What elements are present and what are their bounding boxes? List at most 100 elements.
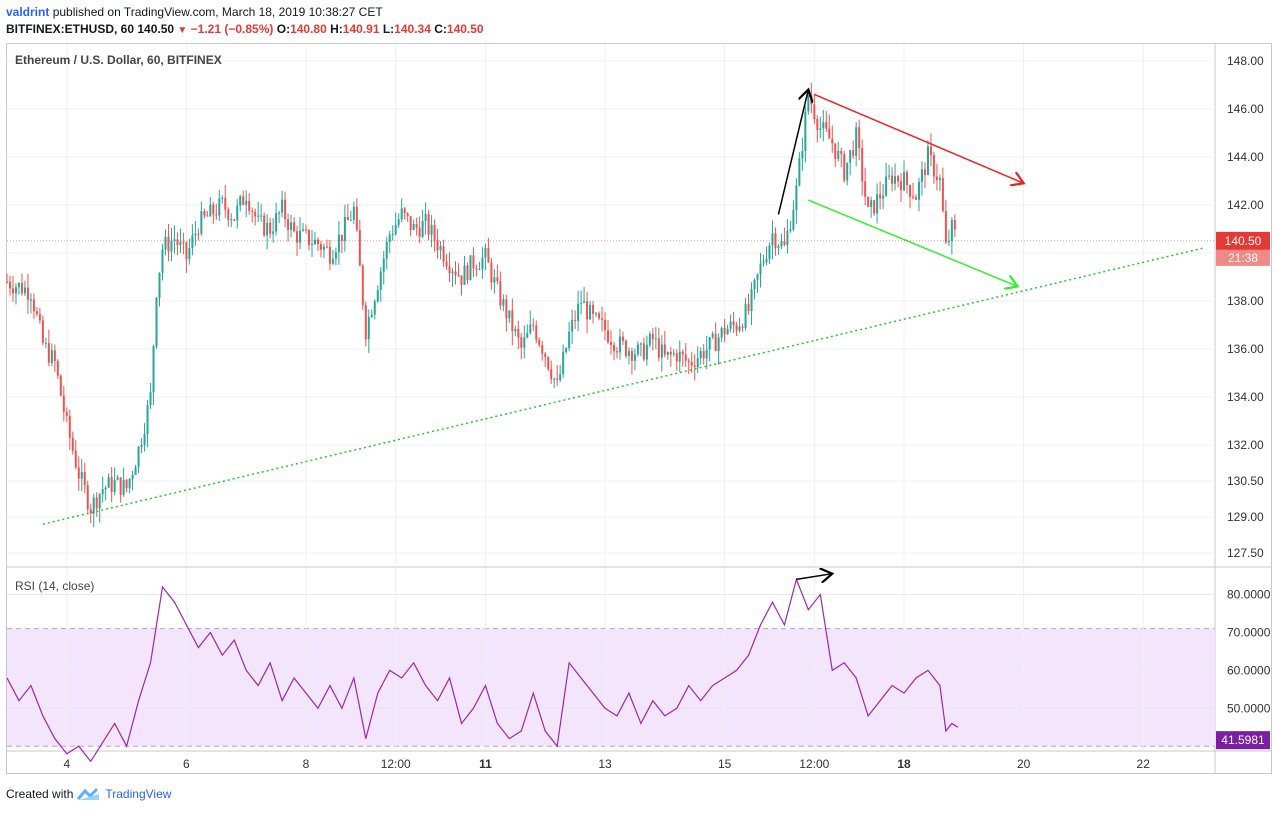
candle-body [834,143,837,159]
candle-body [379,271,382,291]
candle-body [903,172,906,191]
candle-body [935,176,938,180]
candle-body [496,277,499,282]
candle-body [107,477,110,488]
candle-body [203,211,206,216]
candle-body [726,328,729,335]
candle-body [340,234,343,241]
rsi-value-badge [1216,731,1270,750]
candle-body [478,268,481,270]
price-tick-label: 148.00 [1227,54,1264,68]
candle-body [305,229,308,231]
candle-body [642,343,645,360]
candle-body [855,127,858,156]
candle-body [457,275,460,277]
candle-body [179,241,182,246]
candle-body [615,351,618,353]
candle-body [574,319,577,321]
candle-body [466,265,469,281]
rsi-title: RSI (14, close) [15,579,95,593]
candle-body [562,352,565,375]
candle-body [666,351,669,355]
candle-body [675,353,678,362]
candle-body [947,240,950,243]
candle-body [693,365,696,368]
candle-body [469,255,472,281]
candle-body [801,151,804,159]
candle-body [723,327,726,335]
candle-body [290,222,293,230]
candle-body [433,224,436,241]
candle-body [601,318,604,320]
candle-body [364,305,367,340]
candle-body [140,444,143,448]
candle-body [717,337,720,351]
candle-body [227,209,230,220]
candle-body [146,404,149,434]
candle-body [846,162,849,181]
candle-body [269,222,272,234]
candle-body [852,150,855,156]
candle-body [116,477,119,480]
candle-body [583,301,586,304]
price-tick-label: 144.00 [1227,150,1264,164]
tradingview-brand[interactable]: TradingView [105,787,172,801]
candle-body [41,320,44,344]
chart-frame[interactable] [6,43,1272,774]
price-tick-label: 142.00 [1227,198,1264,212]
candle-body [580,303,583,305]
candle-body [610,342,612,345]
candle-body [221,197,224,199]
candle-body [732,321,735,326]
candle-body [334,252,337,259]
candle-body [487,247,490,263]
author-name[interactable]: valdrint [6,5,50,19]
candle-body [388,234,391,242]
candle-body [322,246,325,250]
candle-body [17,283,20,288]
candle-body [74,450,77,468]
candle-body [436,240,439,251]
candle-body [248,200,251,211]
candle-body [624,340,627,356]
publish-info: valdrint published on TradingView.com, M… [6,4,383,21]
candle-body [445,261,448,267]
candle-body [681,351,684,355]
candle-body [493,277,496,283]
candle-body [421,220,424,237]
candle-body [792,210,795,230]
candle-body [149,392,152,405]
candle-body [481,257,484,269]
candle-body [281,199,284,213]
time-tick-label: 18 [897,757,911,771]
candle-body [370,314,373,318]
candle-body [553,378,556,380]
candle-body [77,467,80,479]
candle-body [786,230,789,245]
candle-body [825,122,828,129]
candle-body [152,345,155,393]
change-value: −1.21 (−0.85%) [190,22,274,36]
candle-body [230,219,233,221]
candle-body [415,224,418,228]
footer: Created with TradingView [6,787,171,801]
candle-body [753,279,756,290]
candle-body [529,324,532,333]
rsi-tick-label: 60.0000 [1227,663,1271,677]
candle-body [239,196,242,206]
candle-body [499,281,502,306]
candle-body [900,181,903,191]
candle-body [254,211,257,217]
candle-body [627,351,630,356]
candle-body [744,304,747,328]
candle-body [888,175,891,177]
rsi-tick-label: 50.0000 [1227,701,1271,715]
candle-body [663,344,666,355]
time-tick-label: 12:00 [799,757,829,771]
time-tick-label: 8 [303,757,310,771]
candle-body [200,211,203,234]
candle-body [50,350,53,363]
chart-title: Ethereum / U.S. Dollar, 60, BITFINEX [15,53,222,67]
candle-body [568,331,571,349]
